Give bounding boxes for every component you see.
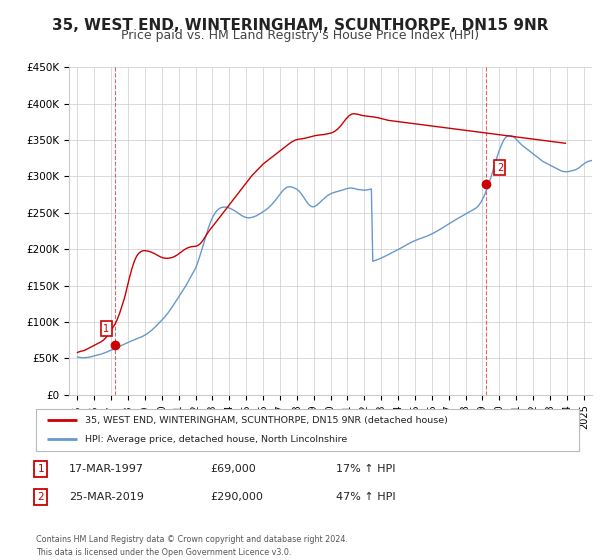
Text: 35, WEST END, WINTERINGHAM, SCUNTHORPE, DN15 9NR (detached house): 35, WEST END, WINTERINGHAM, SCUNTHORPE, … bbox=[85, 416, 448, 424]
Text: 2: 2 bbox=[37, 492, 44, 502]
Text: 1: 1 bbox=[103, 324, 109, 334]
Text: 17% ↑ HPI: 17% ↑ HPI bbox=[336, 464, 395, 474]
Text: 25-MAR-2019: 25-MAR-2019 bbox=[69, 492, 144, 502]
Text: HPI: Average price, detached house, North Lincolnshire: HPI: Average price, detached house, Nort… bbox=[85, 435, 347, 444]
Text: Price paid vs. HM Land Registry's House Price Index (HPI): Price paid vs. HM Land Registry's House … bbox=[121, 29, 479, 42]
Text: £290,000: £290,000 bbox=[210, 492, 263, 502]
Text: £69,000: £69,000 bbox=[210, 464, 256, 474]
Text: 35, WEST END, WINTERINGHAM, SCUNTHORPE, DN15 9NR: 35, WEST END, WINTERINGHAM, SCUNTHORPE, … bbox=[52, 18, 548, 33]
Text: 17-MAR-1997: 17-MAR-1997 bbox=[69, 464, 144, 474]
Text: 2: 2 bbox=[497, 162, 503, 172]
Text: 1: 1 bbox=[37, 464, 44, 474]
Text: 47% ↑ HPI: 47% ↑ HPI bbox=[336, 492, 395, 502]
Text: Contains HM Land Registry data © Crown copyright and database right 2024.
This d: Contains HM Land Registry data © Crown c… bbox=[36, 535, 348, 557]
